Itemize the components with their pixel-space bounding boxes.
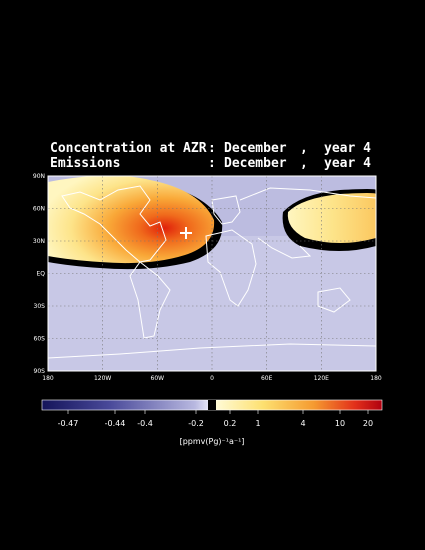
header-text: Emissions [50, 156, 120, 171]
lat-label: 60S [34, 336, 46, 343]
lat-label: 30S [34, 303, 46, 310]
lon-label: 180 [42, 375, 54, 382]
colorbar-label: -0.4 [137, 419, 153, 428]
header-text: Concentration at AZR [50, 141, 207, 156]
colorbar-label: 4 [300, 419, 305, 428]
colorbar-label: -0.47 [58, 419, 79, 428]
colorbar-label: -0.2 [188, 419, 204, 428]
lon-label: 60W [151, 375, 165, 382]
map-frame [47, 175, 377, 372]
lon-label: 0 [210, 375, 214, 382]
lat-label: 60N [33, 206, 45, 213]
lon-label: 60E [261, 375, 273, 382]
header-text: December [224, 141, 287, 156]
header: Concentration at AZR: December, year 4 Emis… [50, 141, 371, 171]
lon-label: 120W [94, 375, 111, 382]
header-text: : [208, 156, 216, 171]
colorbar-label: 0.2 [224, 419, 237, 428]
header-text: December [224, 156, 287, 171]
colorbar-label: 20 [363, 419, 373, 428]
lat-label: EQ [36, 271, 45, 278]
colorbar-unit: [ppmv(Pg)⁻¹a⁻¹] [180, 437, 245, 446]
header-text: : [208, 141, 216, 156]
colorbar-label: 10 [335, 419, 345, 428]
lat-label: 90S [34, 368, 46, 375]
lat-label: 30N [33, 238, 45, 245]
map [48, 176, 376, 371]
header-text: , [300, 141, 308, 156]
lon-label: 120E [314, 375, 329, 382]
colorbar-label: -0.44 [105, 419, 126, 428]
colorbar-label: 1 [255, 419, 260, 428]
colorbar-gap [208, 400, 216, 410]
header-text: year 4 [324, 141, 371, 156]
header-text: year 4 [324, 156, 371, 171]
lat-label: 90N [33, 173, 45, 180]
lon-label: 180 [370, 375, 382, 382]
header-text: , [300, 156, 308, 171]
